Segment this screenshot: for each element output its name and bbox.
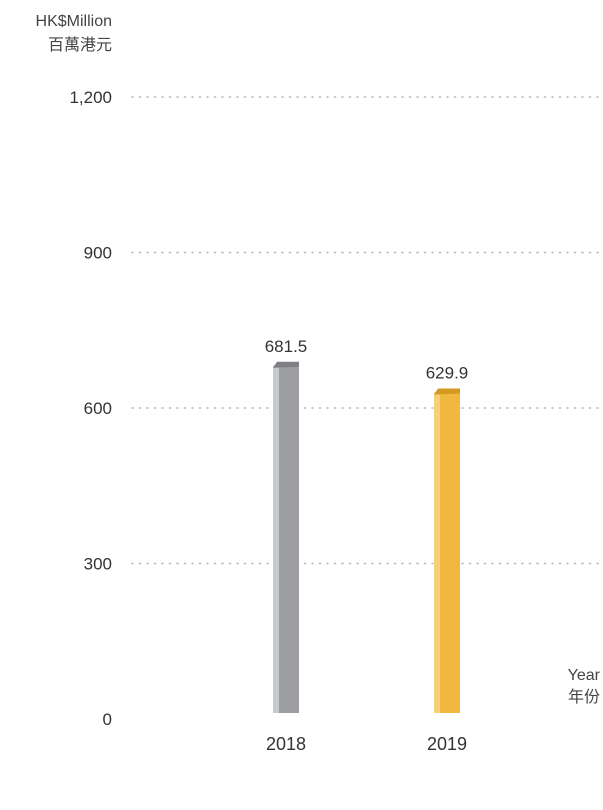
bar-top-cap — [434, 388, 460, 395]
data-label: 629.9 — [426, 364, 469, 383]
y-tick-label: 900 — [84, 244, 112, 263]
y-tick-label: 600 — [84, 399, 112, 418]
y-unit-label-zh: 百萬港元 — [48, 36, 112, 54]
x-unit-label-en: Year — [568, 667, 601, 684]
gridlines — [131, 96, 601, 565]
x-category-label: 2019 — [427, 734, 467, 754]
y-tick-label: 300 — [84, 555, 112, 574]
bar-2019 — [434, 388, 460, 713]
bar-highlight — [434, 392, 440, 713]
bar-2018 — [273, 361, 299, 713]
x-category-label: 2018 — [266, 734, 306, 754]
y-axis-ticks: 0 300 600 900 1,200 — [69, 88, 112, 729]
y-tick-label: 1,200 — [69, 88, 112, 107]
y-tick-label: 0 — [103, 710, 112, 729]
y-unit-label-en: HK$Million — [36, 13, 112, 30]
x-axis-categories: 2018 2019 — [266, 734, 467, 754]
data-labels: 681.5 629.9 — [265, 337, 469, 383]
x-unit-label-zh: 年份 — [568, 688, 600, 706]
data-label: 681.5 — [265, 337, 308, 356]
bar-highlight — [273, 365, 279, 713]
bar-top-cap — [273, 361, 299, 368]
bars — [273, 361, 460, 713]
